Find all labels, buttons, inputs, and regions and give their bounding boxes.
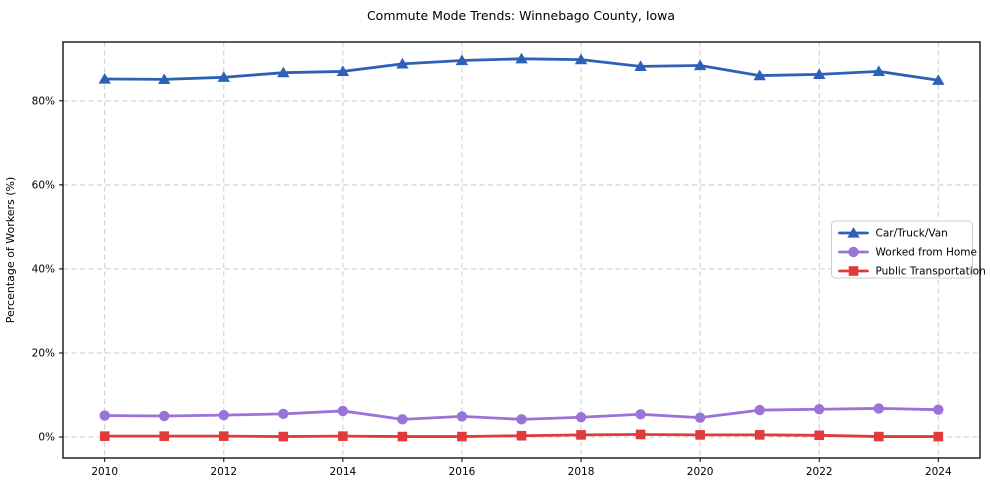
y-tick-label: 60% bbox=[32, 180, 55, 192]
y-tick-label: 80% bbox=[32, 96, 55, 108]
data-point-worked-from-home bbox=[933, 404, 944, 415]
chart-title: Commute Mode Trends: Winnebago County, I… bbox=[367, 8, 675, 23]
data-point-public-transportation bbox=[218, 431, 229, 441]
data-point-worked-from-home bbox=[337, 405, 349, 417]
data-point-public-transportation bbox=[457, 431, 467, 442]
plot-area: 2010 2012 2014 2016 2018 2020 2022 2024 0% 20% 40%… bbox=[32, 41, 986, 478]
x-tick-label: 2010 bbox=[91, 466, 118, 478]
data-point-car-truck-van bbox=[98, 72, 111, 84]
data-point-public-transportation bbox=[516, 430, 527, 441]
legend-circle-marker-icon bbox=[848, 246, 859, 258]
legend-item-car-truck-van: Car/Truck/Van bbox=[838, 227, 948, 240]
x-tick-label: 2014 bbox=[329, 466, 356, 478]
data-point-worked-from-home bbox=[99, 410, 110, 421]
legend-label: Car/Truck/Van bbox=[876, 228, 948, 240]
legend-box bbox=[831, 220, 973, 279]
data-point-worked-from-home bbox=[397, 414, 408, 425]
x-tick-label: 2020 bbox=[687, 466, 714, 478]
x-tick-label: 2012 bbox=[210, 466, 237, 478]
data-point-worked-from-home bbox=[456, 411, 468, 422]
legend-square-marker-icon bbox=[848, 266, 859, 276]
y-tick-label: 40% bbox=[32, 264, 55, 276]
data-point-worked-from-home bbox=[218, 409, 229, 421]
data-point-worked-from-home bbox=[754, 404, 765, 416]
data-point-worked-from-home bbox=[159, 410, 170, 422]
data-point-worked-from-home bbox=[575, 412, 587, 423]
x-tick-label: 2016 bbox=[449, 466, 476, 478]
data-point-car-truck-van bbox=[574, 53, 588, 65]
data-point-public-transportation bbox=[159, 431, 170, 441]
data-point-worked-from-home bbox=[635, 409, 646, 420]
legend-triangle-marker-icon bbox=[847, 227, 860, 238]
data-point-car-truck-van bbox=[217, 71, 230, 82]
data-point-car-truck-van bbox=[396, 57, 409, 69]
legend: Car/Truck/Van Worked from Home Public Tran… bbox=[831, 220, 986, 279]
data-point-car-truck-van bbox=[813, 68, 826, 79]
data-point-worked-from-home bbox=[516, 414, 527, 425]
data-point-worked-from-home bbox=[873, 403, 884, 414]
y-tick-label: 0% bbox=[38, 432, 55, 444]
legend-label: Public Transportation bbox=[876, 266, 986, 278]
data-point-public-transportation bbox=[576, 430, 586, 440]
data-point-public-transportation bbox=[754, 430, 765, 440]
data-point-public-transportation bbox=[635, 429, 646, 440]
x-tick-label: 2022 bbox=[806, 466, 833, 478]
data-point-public-transportation bbox=[814, 430, 825, 441]
data-point-public-transportation bbox=[397, 431, 408, 442]
data-point-public-transportation bbox=[933, 431, 944, 442]
data-point-public-transportation bbox=[278, 431, 289, 442]
y-axis-label: Percentage of Workers (%) bbox=[4, 177, 17, 324]
data-point-worked-from-home bbox=[814, 404, 825, 415]
data-point-car-truck-van bbox=[455, 54, 469, 66]
data-point-worked-from-home bbox=[694, 412, 706, 423]
data-point-car-truck-van bbox=[158, 73, 171, 84]
data-point-car-truck-van bbox=[693, 59, 707, 71]
series-worked-from-home bbox=[99, 403, 944, 425]
data-point-car-truck-van bbox=[634, 60, 647, 71]
data-point-car-truck-van bbox=[872, 65, 885, 77]
data-point-car-truck-van bbox=[753, 69, 766, 81]
legend-label: Worked from Home bbox=[876, 247, 977, 259]
x-tick-label: 2018 bbox=[568, 466, 595, 478]
y-tick-label: 20% bbox=[32, 348, 55, 360]
data-point-car-truck-van bbox=[932, 74, 945, 85]
series-public-transportation bbox=[99, 429, 944, 442]
data-point-worked-from-home bbox=[278, 408, 289, 420]
legend-item-worked-from-home: Worked from Home bbox=[838, 246, 977, 259]
series-car-truck-van bbox=[98, 52, 945, 85]
data-point-car-truck-van bbox=[336, 65, 350, 77]
data-point-car-truck-van bbox=[277, 66, 290, 78]
data-point-public-transportation bbox=[338, 431, 348, 441]
data-point-public-transportation bbox=[695, 430, 705, 440]
data-point-car-truck-van bbox=[515, 52, 528, 64]
plot-border bbox=[62, 41, 981, 459]
legend-item-public-transportation: Public Transportation bbox=[838, 266, 986, 278]
x-tick-label: 2024 bbox=[925, 466, 952, 478]
data-point-public-transportation bbox=[99, 431, 110, 441]
data-point-public-transportation bbox=[873, 431, 884, 442]
